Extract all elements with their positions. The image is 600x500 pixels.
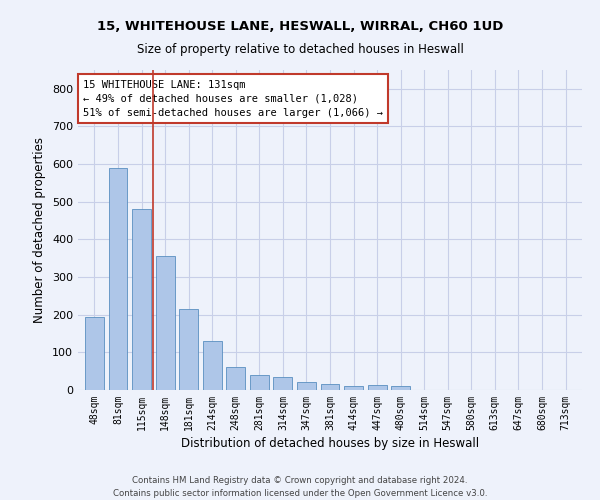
Bar (250, 375, 269, 390)
Bar (156, 256, 175, 390)
Bar (226, 366, 245, 390)
Text: Contains HM Land Registry data © Crown copyright and database right 2024.
Contai: Contains HM Land Registry data © Crown c… (113, 476, 487, 498)
Bar (297, 382, 316, 390)
X-axis label: Distribution of detached houses by size in Heswall: Distribution of detached houses by size … (181, 437, 479, 450)
Bar (274, 377, 292, 390)
Bar (85, 318, 104, 390)
Text: 15, WHITEHOUSE LANE, HESWALL, WIRRAL, CH60 1UD: 15, WHITEHOUSE LANE, HESWALL, WIRRAL, CH… (97, 20, 503, 33)
Bar (109, 168, 127, 390)
Y-axis label: Number of detached properties: Number of detached properties (34, 137, 46, 323)
Bar (203, 341, 221, 390)
Bar (320, 384, 340, 390)
Bar (368, 386, 386, 390)
Bar (179, 309, 198, 390)
Bar (132, 210, 151, 390)
Text: Size of property relative to detached houses in Heswall: Size of property relative to detached ho… (137, 42, 463, 56)
Text: 15 WHITEHOUSE LANE: 131sqm
← 49% of detached houses are smaller (1,028)
51% of s: 15 WHITEHOUSE LANE: 131sqm ← 49% of deta… (83, 80, 383, 118)
Bar (344, 386, 363, 390)
Bar (391, 386, 410, 390)
